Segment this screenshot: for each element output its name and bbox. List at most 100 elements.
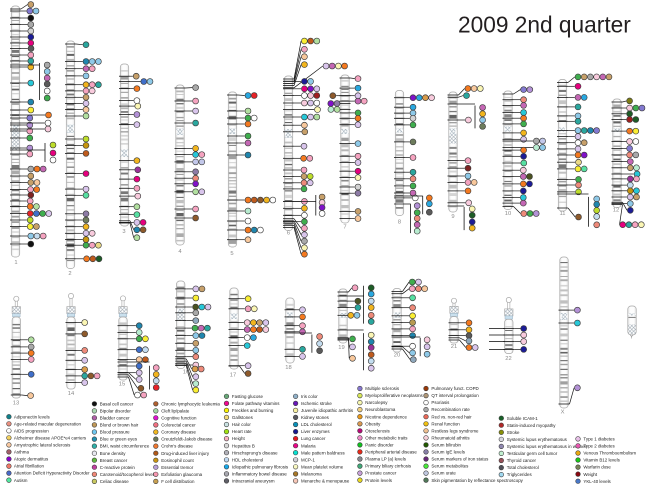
svg-text:Blood pressure: Blood pressure — [100, 430, 130, 435]
svg-text:Hair color: Hair color — [232, 422, 252, 427]
svg-text:Carotenoid/tocopherol levels: Carotenoid/tocopherol levels — [100, 472, 157, 477]
svg-text:Pulmonary funct. COPD: Pulmonary funct. COPD — [431, 386, 478, 391]
svg-text:Adiponectin levels: Adiponectin levels — [14, 414, 51, 419]
svg-text:Lung cancer: Lung cancer — [301, 436, 326, 441]
svg-text:18: 18 — [285, 365, 291, 371]
svg-text:Melanoma: Melanoma — [301, 472, 322, 477]
svg-text:5: 5 — [230, 251, 233, 257]
svg-text:Psoriasis: Psoriasis — [431, 400, 450, 405]
svg-text:Basal cell cancer: Basal cell cancer — [100, 401, 134, 406]
svg-text:Skin pigmentation by reflectan: Skin pigmentation by reflectance spectro… — [431, 478, 523, 483]
svg-text:Drug-induced liver injury: Drug-induced liver injury — [161, 451, 210, 456]
svg-text:Triglycerides: Triglycerides — [507, 472, 533, 477]
svg-text:Height: Height — [232, 436, 246, 441]
svg-text:Liver enzymes: Liver enzymes — [301, 429, 330, 434]
svg-text:HDL cholesterol: HDL cholesterol — [232, 457, 263, 462]
svg-text:Blue or green eyes: Blue or green eyes — [100, 437, 138, 442]
svg-text:Y: Y — [630, 335, 634, 341]
svg-text:Gallstones: Gallstones — [232, 415, 254, 420]
svg-text:Essential tremor: Essential tremor — [161, 465, 194, 470]
svg-text:Serum IgE levels: Serum IgE levels — [431, 450, 465, 455]
svg-text:Serum bilirubin: Serum bilirubin — [431, 443, 461, 448]
svg-text:Hirschsprung's disease: Hirschsprung's disease — [232, 450, 278, 455]
svg-text:QT interval prolongation: QT interval prolongation — [431, 393, 479, 398]
svg-text:Malaria: Malaria — [301, 443, 316, 448]
svg-text:Restless legs syndrome: Restless legs syndrome — [431, 428, 479, 433]
svg-text:13: 13 — [13, 401, 19, 407]
svg-text:Cleft lip/palate: Cleft lip/palate — [161, 409, 190, 414]
svg-text:Fasting glucose: Fasting glucose — [232, 394, 264, 399]
svg-text:12: 12 — [613, 208, 619, 214]
svg-text:Other metabolic traits: Other metabolic traits — [365, 436, 408, 441]
svg-text:Male pattern baldness: Male pattern baldness — [301, 450, 345, 455]
svg-text:6: 6 — [287, 231, 290, 237]
svg-text:Serum metabolites: Serum metabolites — [431, 464, 469, 469]
svg-text:3: 3 — [122, 229, 125, 235]
svg-text:Soluble ICAM-1: Soluble ICAM-1 — [507, 416, 539, 421]
svg-text:Total cholesterol: Total cholesterol — [507, 465, 539, 470]
svg-text:Hepatitus B: Hepatitus B — [232, 443, 255, 448]
svg-text:Type 1 diabetes: Type 1 diabetes — [583, 437, 615, 442]
svg-text:Panic disorder: Panic disorder — [365, 443, 394, 448]
svg-text:7: 7 — [343, 225, 346, 231]
svg-text:MCP-1: MCP-1 — [301, 457, 315, 462]
svg-text:Exfoliation glaucoma: Exfoliation glaucoma — [161, 472, 202, 477]
svg-text:Breast cancer: Breast cancer — [100, 458, 128, 463]
svg-text:Atopic dermatitus: Atopic dermatitus — [14, 457, 49, 462]
svg-text:Prostate cancer: Prostate cancer — [365, 471, 397, 476]
svg-text:Mean platelet volume: Mean platelet volume — [301, 464, 344, 469]
svg-text:Testicular germ cell tumor: Testicular germ cell tumor — [507, 451, 558, 456]
svg-text:Serum markers of iron status: Serum markers of iron status — [431, 457, 489, 462]
svg-text:Juvenile idiopathic arthritis: Juvenile idiopathic arthritis — [301, 408, 354, 413]
svg-text:Intracranial aneurysm: Intracranial aneurysm — [232, 479, 275, 484]
svg-text:Eosinophil count: Eosinophil count — [161, 458, 194, 463]
svg-text:9: 9 — [451, 214, 454, 220]
svg-text:Systemic lupus erythematosus: Systemic lupus erythematosus — [507, 437, 568, 442]
svg-text:Bipolar disorder: Bipolar disorder — [100, 409, 132, 414]
svg-text:Menarche & menopause: Menarche & menopause — [301, 479, 350, 484]
svg-text:Idiopathic pulmonary fibrosis: Idiopathic pulmonary fibrosis — [232, 464, 289, 469]
svg-text:BMI, waist circumference: BMI, waist circumference — [100, 444, 150, 449]
svg-text:Myeloproliferative neoplasms: Myeloproliferative neoplasms — [365, 393, 423, 398]
svg-text:Statin-induced myopathy: Statin-induced myopathy — [507, 423, 557, 428]
svg-text:Narcolepsy: Narcolepsy — [365, 400, 388, 405]
svg-text:F cell distribution: F cell distribution — [161, 479, 195, 484]
svg-text:Systemic lupus erythematosus i: Systemic lupus erythematosus in women — [507, 444, 588, 449]
svg-text:19: 19 — [338, 345, 344, 351]
svg-text:Colorectal cancer: Colorectal cancer — [161, 423, 196, 428]
svg-text:Otosclerosis: Otosclerosis — [365, 428, 390, 433]
svg-text:14: 14 — [68, 391, 75, 397]
svg-text:Serum urate: Serum urate — [431, 471, 456, 476]
svg-text:Asthma: Asthma — [14, 450, 30, 455]
svg-text:15: 15 — [119, 382, 125, 388]
svg-text:Blond or brown hair: Blond or brown hair — [100, 423, 139, 428]
svg-text:Kidney stones: Kidney stones — [301, 415, 330, 420]
svg-text:Primary biliary cirrhosis: Primary biliary cirrhosis — [365, 464, 412, 469]
svg-text:Red vs. non-red hair: Red vs. non-red hair — [431, 414, 472, 419]
svg-text:Atrial fibrillation: Atrial fibrillation — [14, 464, 45, 469]
svg-text:Coronary disease: Coronary disease — [161, 430, 196, 435]
svg-text:Recombination rate: Recombination rate — [431, 407, 470, 412]
svg-text:Cognitive function: Cognitive function — [161, 416, 197, 421]
svg-text:Amyotrophic lateral sclerosis: Amyotrophic lateral sclerosis — [14, 443, 71, 448]
svg-text:Multiple sclerosis: Multiple sclerosis — [365, 386, 400, 391]
svg-text:Bladder cancer: Bladder cancer — [100, 416, 130, 421]
svg-text:Crohn's disease: Crohn's disease — [161, 444, 193, 449]
svg-text:Iris color: Iris color — [301, 394, 318, 399]
svg-text:Celiac disease: Celiac disease — [100, 479, 129, 484]
svg-text:Stroke: Stroke — [507, 430, 520, 435]
svg-text:Bone density: Bone density — [100, 451, 126, 456]
svg-text:Heart rate: Heart rate — [232, 429, 252, 434]
svg-text:Protein levels: Protein levels — [365, 478, 392, 483]
svg-text:Warfarin dose: Warfarin dose — [583, 465, 611, 470]
svg-text:2: 2 — [68, 271, 71, 277]
svg-text:21: 21 — [451, 344, 457, 350]
svg-text:Peripheral arterial disease: Peripheral arterial disease — [365, 450, 417, 455]
svg-text:Alzheimer disease APOE*e4 car: Alzheimer disease APOE*e4 carriers — [14, 435, 87, 440]
svg-text:20: 20 — [394, 353, 400, 359]
svg-text:Ischemic stroke: Ischemic stroke — [301, 401, 332, 406]
svg-text:Neuroblastoma: Neuroblastoma — [365, 407, 396, 412]
svg-text:Creutzfeldt-Jakob disease: Creutzfeldt-Jakob disease — [161, 437, 213, 442]
svg-text:AIDS progression: AIDS progression — [14, 428, 49, 433]
svg-text:LDL cholesterol: LDL cholesterol — [301, 422, 332, 427]
